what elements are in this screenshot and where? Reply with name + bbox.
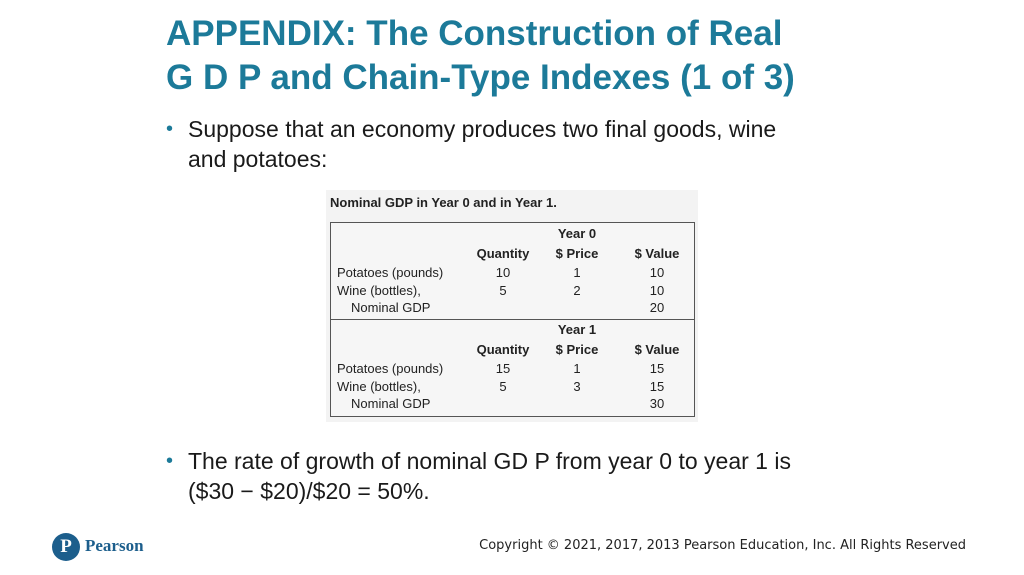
- year-header: Year 1: [557, 322, 597, 337]
- bullet-icon: •: [166, 118, 174, 140]
- cell-quantity: 5: [499, 379, 507, 394]
- year-header: Year 0: [557, 226, 597, 241]
- pearson-logo-text: Pearson: [85, 536, 144, 555]
- cell-price: 3: [573, 379, 581, 394]
- bullet-item: • Suppose that an economy produces two f…: [166, 114, 886, 174]
- bullet-line: Suppose that an economy produces two fin…: [188, 116, 777, 142]
- col-header-price: $ Price: [555, 246, 599, 261]
- gdp-table-figure: Nominal GDP in Year 0 and in Year 1. Yea…: [326, 190, 698, 422]
- cell-value: 15: [649, 379, 665, 394]
- cell-price: 2: [573, 283, 581, 298]
- cell-value: 20: [649, 300, 665, 315]
- copyright-notice: Copyright © 2021, 2017, 2013 Pearson Edu…: [479, 538, 966, 553]
- pearson-logo-icon: P: [52, 533, 80, 561]
- figure-caption: Nominal GDP in Year 0 and in Year 1.: [330, 195, 557, 210]
- col-header-quantity: Quantity: [476, 246, 530, 261]
- bullet-item: • The rate of growth of nominal GD P fro…: [166, 446, 886, 506]
- cell-value: 10: [649, 265, 665, 280]
- row-label: Wine (bottles),: [337, 283, 421, 298]
- bullet-line: ($30 − $20)/$20 = 50%.: [188, 478, 430, 504]
- cell-value: 10: [649, 283, 665, 298]
- row-label: Potatoes (pounds): [337, 361, 444, 376]
- col-header-quantity: Quantity: [476, 342, 530, 357]
- bullet-text: The rate of growth of nominal GD P from …: [188, 446, 886, 506]
- title-line-2: G D P and Chain-Type Indexes (1 of 3): [166, 58, 795, 97]
- cell-quantity: 10: [495, 265, 511, 280]
- cell-price: 1: [573, 361, 581, 376]
- cell-price: 1: [573, 265, 581, 280]
- cell-value: 30: [649, 396, 665, 411]
- col-header-value: $ Value: [634, 246, 680, 261]
- title-line-1: APPENDIX: The Construction of Real: [166, 14, 783, 53]
- row-label: Wine (bottles),: [337, 379, 421, 394]
- col-header-price: $ Price: [555, 342, 599, 357]
- col-header-value: $ Value: [634, 342, 680, 357]
- bullet-line: and potatoes:: [188, 146, 328, 172]
- bullet-text: Suppose that an economy produces two fin…: [188, 114, 886, 174]
- cell-quantity: 5: [499, 283, 507, 298]
- cell-quantity: 15: [495, 361, 511, 376]
- cell-value: 15: [649, 361, 665, 376]
- table-divider: [331, 319, 694, 320]
- row-label: Potatoes (pounds): [337, 265, 444, 280]
- bullet-icon: •: [166, 450, 174, 472]
- bullet-line: The rate of growth of nominal GD P from …: [188, 448, 791, 474]
- row-label: Nominal GDP: [351, 300, 431, 315]
- gdp-table: Year 0 Quantity $ Price $ Value Potatoes…: [330, 222, 695, 417]
- slide-title: APPENDIX: The Construction of Real G D P…: [166, 12, 886, 100]
- row-label: Nominal GDP: [351, 396, 431, 411]
